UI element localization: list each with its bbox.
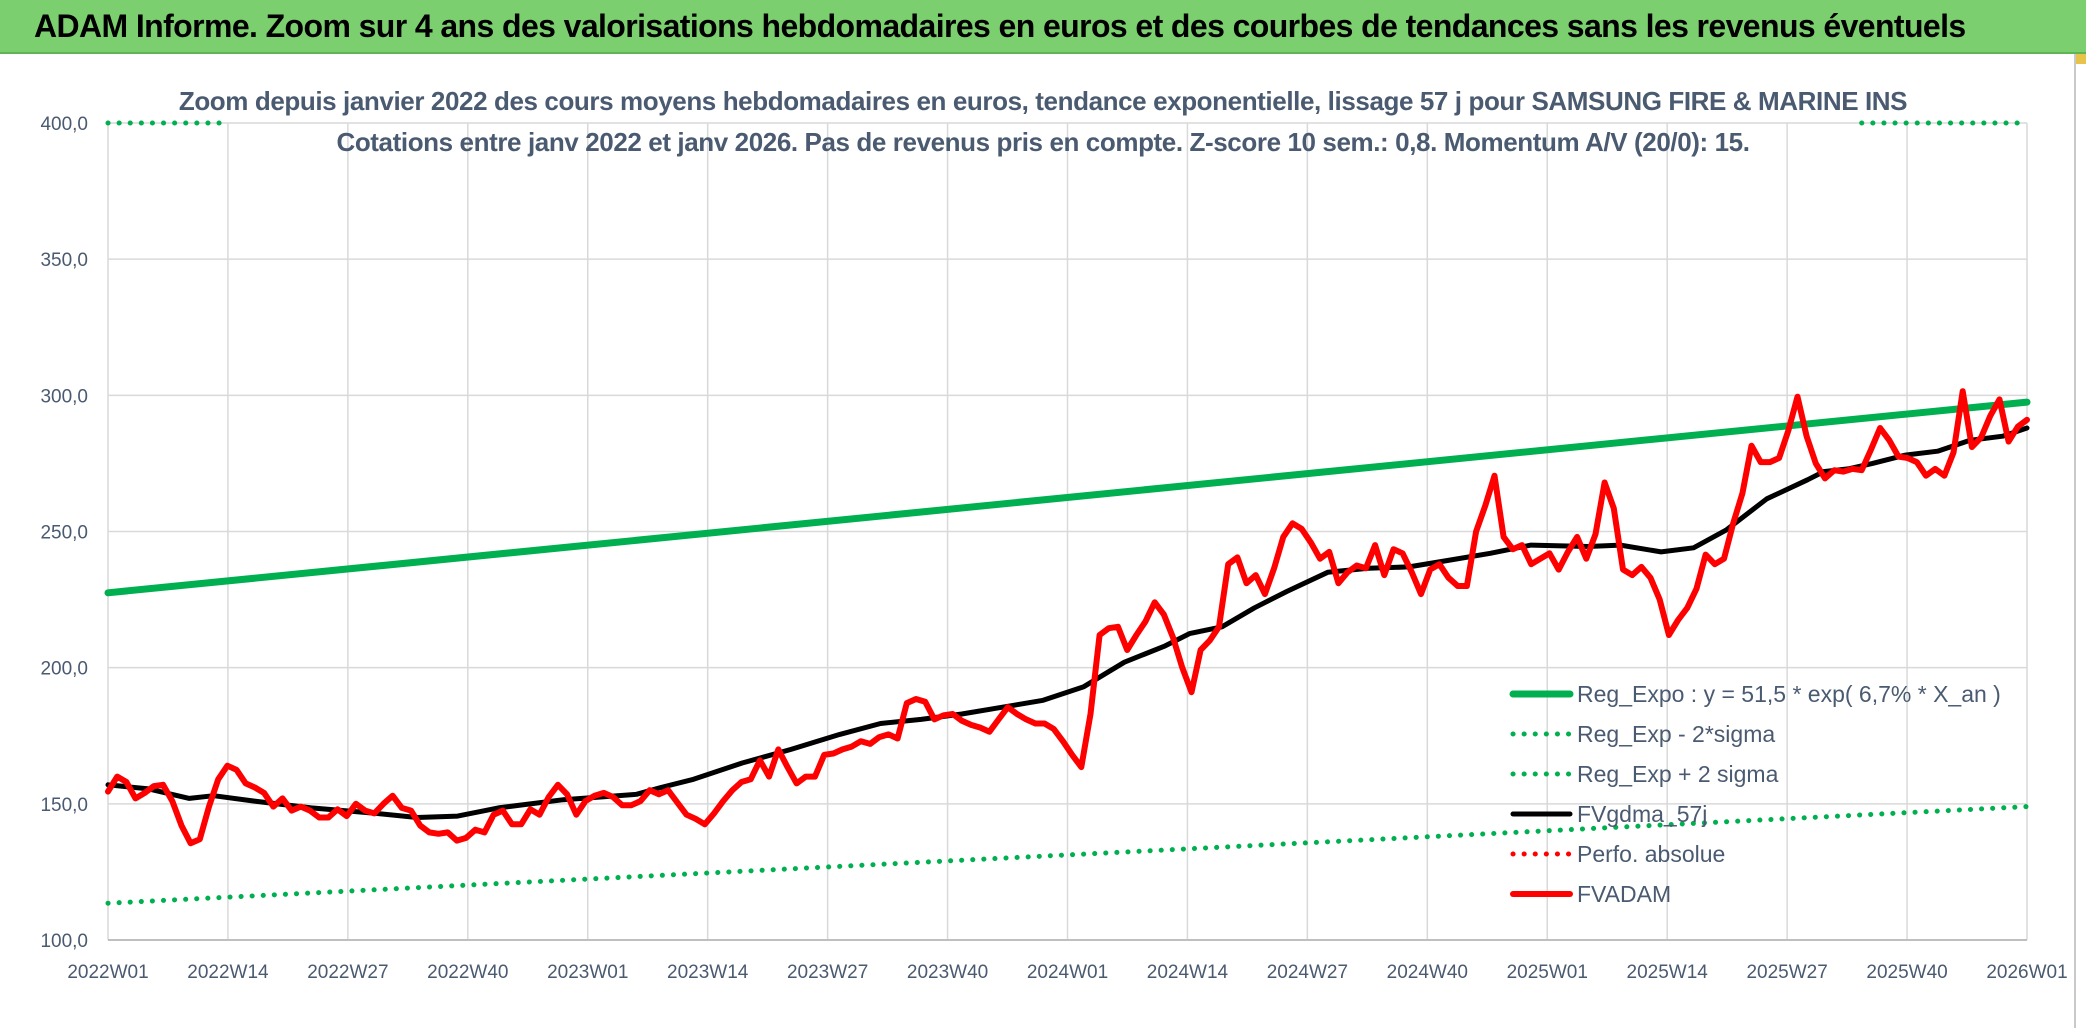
corner-marker: [2076, 54, 2086, 64]
series-line-fvgdma-57j: [105, 425, 2030, 820]
y-tick-label: 300,0: [40, 386, 88, 407]
y-tick-label: 400,0: [40, 114, 88, 135]
x-tick-label: 2025W40: [1866, 962, 1947, 983]
x-tick-label: 2024W40: [1387, 962, 1468, 983]
x-tick-label: 2023W14: [667, 962, 749, 983]
x-tick-label: 2022W40: [427, 962, 508, 983]
x-axis-ticks: 2022W01 2022W14 2022W27 2022W40 2023W01 2023W…: [67, 962, 2067, 983]
x-tick-label: 2022W14: [187, 962, 269, 983]
series-line-fvadam: [105, 388, 2030, 847]
chart-series: [104, 120, 2031, 906]
report-banner: ADAM Informe. Zoom sur 4 ans des valoris…: [0, 0, 2086, 54]
x-tick-label: 2023W01: [547, 962, 628, 983]
x-tick-label: 2024W27: [1267, 962, 1348, 983]
chart-legend[interactable]: Reg_Expo : y = 51,5 * exp( 6,7% * X_an )…: [1509, 681, 2001, 907]
chart-title: Zoom depuis janvier 2022 des cours moyen…: [178, 86, 1908, 116]
report-title: ADAM Informe. Zoom sur 4 ans des valoris…: [34, 8, 1966, 44]
x-tick-label: 2025W01: [1507, 962, 1588, 983]
y-tick-label: 200,0: [40, 659, 88, 680]
series-line-reg-exp-2-sigma: [105, 804, 2030, 906]
chart-frame: [2, 54, 2076, 1028]
y-tick-label: 100,0: [40, 931, 88, 952]
legend-label-reg-expo-y-51-5-exp-6-7-x-an: Reg_Expo : y = 51,5 * exp( 6,7% * X_an ): [1577, 681, 2001, 707]
chart-grid: [107, 122, 2028, 941]
y-tick-label: 350,0: [40, 250, 88, 271]
y-tick-label: 150,0: [40, 795, 88, 816]
x-tick-label: 2025W27: [1746, 962, 1827, 983]
x-tick-label: 2025W14: [1627, 962, 1709, 983]
legend-label-perfo-absolue: Perfo. absolue: [1577, 841, 1725, 867]
chart-subtitle: Cotations entre janv 2022 et janv 2026. …: [336, 127, 1750, 157]
x-tick-label: 2023W27: [787, 962, 868, 983]
y-tick-label: 250,0: [40, 523, 88, 544]
x-tick-label: 2022W27: [307, 962, 388, 983]
x-tick-label: 2024W14: [1147, 962, 1229, 983]
legend-label-fvgdma-57j: FVgdma_57j: [1577, 801, 1707, 827]
legend-label-reg-exp-2-sigma: Reg_Exp - 2*sigma: [1577, 721, 1775, 747]
x-tick-label: 2022W01: [67, 962, 148, 983]
x-tick-label: 2023W40: [907, 962, 988, 983]
x-tick-label: 2024W01: [1027, 962, 1108, 983]
y-axis-ticks: 100,0 150,0 200,0 250,0 300,0 350,0 400,0: [40, 114, 88, 952]
x-tick-label: 2026W01: [1986, 962, 2067, 983]
legend-label-reg-exp-2-sigma: Reg_Exp + 2 sigma: [1577, 761, 1779, 787]
series-line-reg-expo-y-51-5-exp-6-7-x-an: [104, 398, 2031, 597]
legend-label-fvadam: FVADAM: [1577, 881, 1671, 907]
